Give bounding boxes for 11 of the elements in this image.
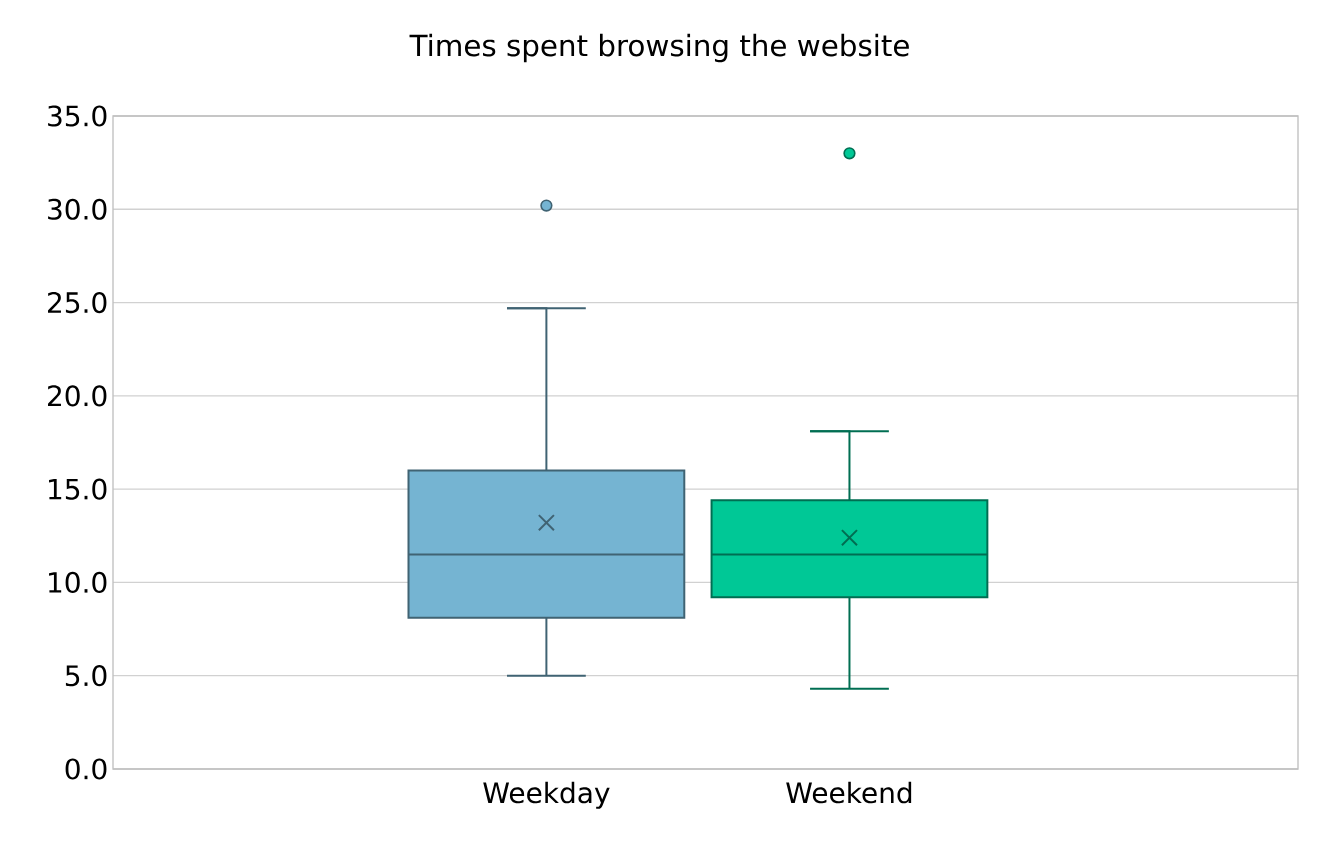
chart-title: Times spent browsing the website [409,33,909,63]
y-tick-label: 0.0 [65,758,107,780]
x-tick-label: Weekend [786,781,912,804]
y-tick-label: 10.0 [49,571,107,593]
y-tick-label: 20.0 [48,385,107,407]
y-tick-label: 35.0 [48,105,107,127]
y-tick-label: 25.0 [48,291,107,314]
x-tick-label: Weekday [483,781,610,809]
y-tick-label: 30.0 [48,198,107,220]
y-tick-label: 15.0 [49,478,107,500]
y-tick-label: 5.0 [65,665,107,687]
